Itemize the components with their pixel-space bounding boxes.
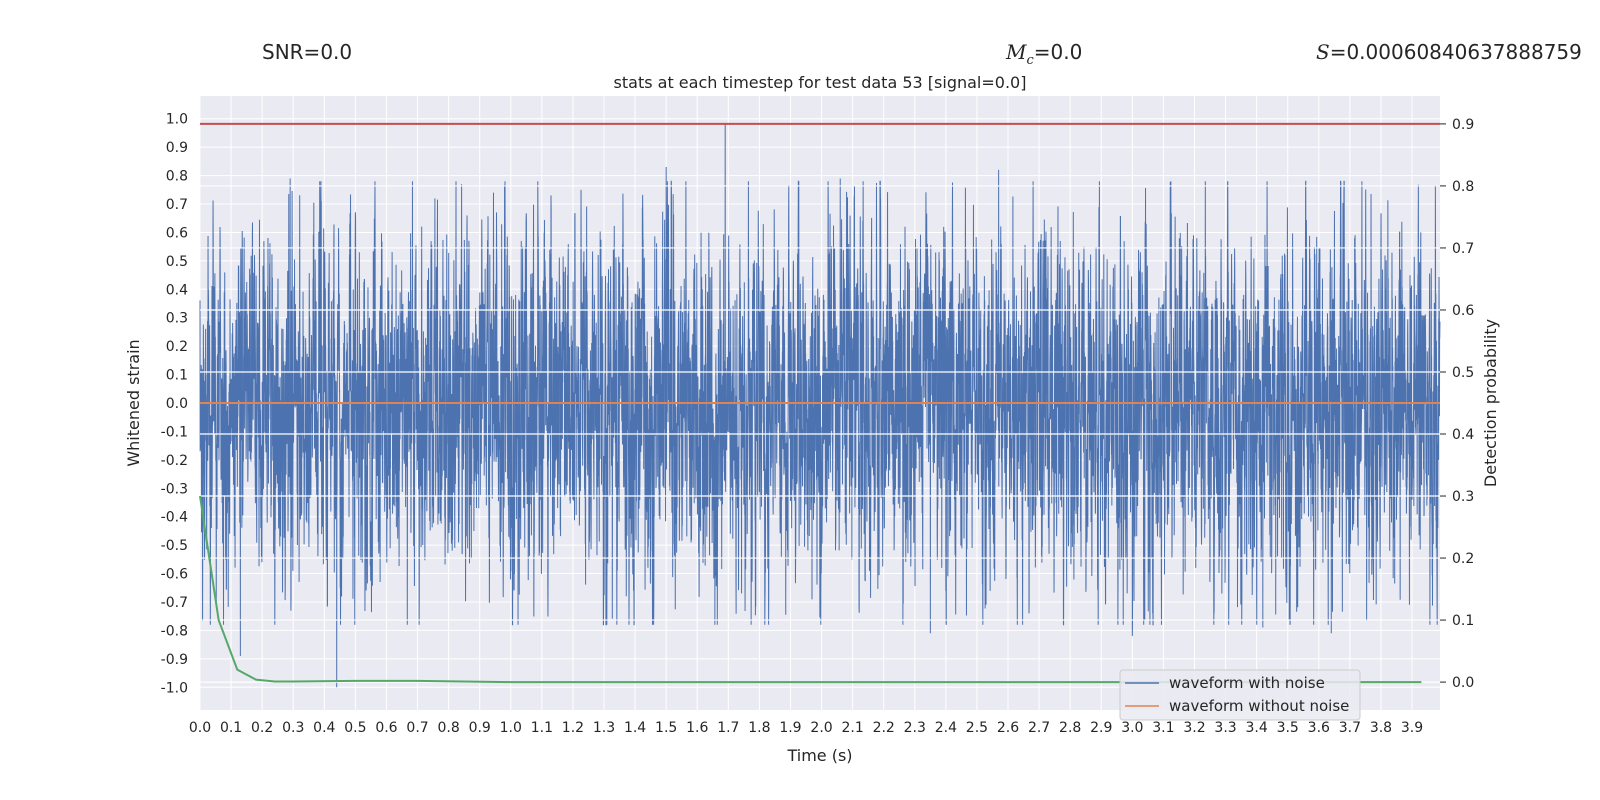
x-tick-label: 1.7 bbox=[717, 720, 739, 736]
y-tick-label: -0.4 bbox=[161, 510, 188, 526]
x-tick-label: 3.9 bbox=[1401, 720, 1423, 736]
y-tick-label: 0.5 bbox=[166, 254, 188, 270]
x-tick-label: 1.0 bbox=[500, 720, 522, 736]
y2-tick-label: 0.7 bbox=[1452, 241, 1474, 257]
x-tick-label: 2.1 bbox=[841, 720, 863, 736]
x-tick-label: 2.8 bbox=[1059, 720, 1081, 736]
x-tick-label: 1.5 bbox=[655, 720, 677, 736]
y-tick-label: 0.1 bbox=[166, 368, 188, 384]
s-statistic-symbol: S bbox=[1316, 40, 1330, 64]
x-tick-label: 3.0 bbox=[1121, 720, 1143, 736]
x-tick-label: 3.5 bbox=[1277, 720, 1299, 736]
y-tick-label: 0.2 bbox=[166, 339, 188, 355]
s-statistic-value: =0.00060840637888759 bbox=[1329, 40, 1582, 64]
x-tick-label: 2.6 bbox=[997, 720, 1019, 736]
chirp-mass-symbol: M bbox=[1006, 40, 1027, 64]
y-tick-label: -0.1 bbox=[161, 424, 188, 440]
x-tick-label: 3.1 bbox=[1152, 720, 1174, 736]
detection-probability-line bbox=[199, 495, 1422, 684]
x-tick-label: 3.2 bbox=[1183, 720, 1205, 736]
y-tick-label: 0.9 bbox=[166, 140, 188, 156]
x-tick-label: 2.9 bbox=[1090, 720, 1112, 736]
x-tick-label: 3.3 bbox=[1214, 720, 1236, 736]
x-tick-label: 2.4 bbox=[935, 720, 957, 736]
y-tick-label: -0.9 bbox=[161, 652, 188, 668]
noise-waveform-line bbox=[199, 124, 1441, 688]
y-tick-label: 0.3 bbox=[166, 311, 188, 327]
legend: waveform with noise waveform without noi… bbox=[1119, 669, 1361, 721]
y-tick-label: 0.6 bbox=[166, 225, 188, 241]
y-tick-label: 0.4 bbox=[166, 282, 188, 298]
x-tick-label: 0.9 bbox=[469, 720, 491, 736]
series-layer bbox=[199, 122, 1441, 688]
snr-label: SNR=0.0 bbox=[262, 40, 353, 64]
y2-tick-label: 0.8 bbox=[1452, 179, 1474, 195]
y2-tick-label: 0.2 bbox=[1452, 551, 1474, 567]
x-tick-label: 0.8 bbox=[437, 720, 459, 736]
x-tick-label: 2.0 bbox=[810, 720, 832, 736]
y-tick-label: -0.2 bbox=[161, 453, 188, 469]
x-tick-label: 2.5 bbox=[966, 720, 988, 736]
x-tick-label: 0.5 bbox=[344, 720, 366, 736]
x-tick-label: 1.8 bbox=[748, 720, 770, 736]
y2-axis-ticks: 0.9 0.8 0.7 0.6 0.5 0.4 0.3 0.2 0.1 0.0 bbox=[1440, 117, 1474, 691]
y-axis-ticks: 1.0 0.9 0.8 0.7 0.6 0.5 0.4 0.3 0.2 0.1 0.0 -0.1 -0.… bbox=[161, 112, 188, 697]
x-tick-label: 0.7 bbox=[406, 720, 428, 736]
y-tick-label: -0.5 bbox=[161, 538, 188, 554]
y-tick-label: -0.6 bbox=[161, 567, 188, 583]
chirp-mass-subscript: c bbox=[1026, 53, 1034, 68]
y2-tick-label: 0.3 bbox=[1452, 489, 1474, 505]
x-tick-label: 1.6 bbox=[686, 720, 708, 736]
y2-tick-label: 0.9 bbox=[1452, 117, 1474, 133]
snr-value: 0.0 bbox=[320, 40, 353, 64]
chirp-mass-label: Mc=0.0 bbox=[1006, 40, 1082, 68]
legend-label-clean: waveform without noise bbox=[1169, 697, 1349, 715]
x-tick-label: 1.2 bbox=[562, 720, 584, 736]
y2-axis-label: Detection probability bbox=[1481, 319, 1500, 487]
x-tick-label: 3.6 bbox=[1308, 720, 1330, 736]
y-tick-label: 0.8 bbox=[166, 169, 188, 185]
y-tick-label: -0.8 bbox=[161, 623, 188, 639]
y-tick-label: 0.0 bbox=[166, 396, 188, 412]
x-tick-label: 0.3 bbox=[282, 720, 304, 736]
chart-title: stats at each timestep for test data 53 … bbox=[614, 73, 1027, 92]
x-tick-label: 3.7 bbox=[1339, 720, 1361, 736]
x-tick-label: 0.4 bbox=[313, 720, 335, 736]
y-tick-label: 0.7 bbox=[166, 197, 188, 213]
x-tick-label: 1.3 bbox=[593, 720, 615, 736]
x-tick-label: 0.2 bbox=[251, 720, 273, 736]
x-tick-label: 2.7 bbox=[1028, 720, 1050, 736]
s-statistic-label: S=0.00060840637888759 bbox=[1316, 40, 1582, 64]
x-tick-label: 1.9 bbox=[779, 720, 801, 736]
x-tick-label: 0.6 bbox=[375, 720, 397, 736]
x-axis-ticks: 0.0 0.1 0.2 0.3 0.4 0.5 0.6 0.7 0.8 0.9 1.0 1.1 1.2 1… bbox=[189, 720, 1423, 736]
y-tick-label: 1.0 bbox=[166, 112, 188, 128]
y-tick-label: -0.7 bbox=[161, 595, 188, 611]
y-tick-label: -0.3 bbox=[161, 481, 188, 497]
x-axis-label: Time (s) bbox=[786, 746, 852, 765]
x-tick-label: 0.0 bbox=[189, 720, 211, 736]
legend-label-noise: waveform with noise bbox=[1169, 674, 1325, 692]
y2-tick-label: 0.4 bbox=[1452, 427, 1474, 443]
y2-tick-label: 0.6 bbox=[1452, 303, 1474, 319]
x-tick-label: 3.8 bbox=[1370, 720, 1392, 736]
y2-tick-label: 0.1 bbox=[1452, 613, 1474, 629]
y2-tick-label: 0.5 bbox=[1452, 365, 1474, 381]
y-axis-label: Whitened strain bbox=[124, 339, 143, 466]
x-tick-label: 1.4 bbox=[624, 720, 646, 736]
y-tick-label: -1.0 bbox=[161, 680, 188, 696]
legend-box bbox=[1119, 669, 1361, 721]
x-tick-label: 2.3 bbox=[904, 720, 926, 736]
x-tick-label: 2.2 bbox=[873, 720, 895, 736]
chirp-mass-value: =0.0 bbox=[1033, 40, 1083, 64]
x-tick-label: 1.1 bbox=[531, 720, 553, 736]
x-tick-label: 0.1 bbox=[220, 720, 242, 736]
x-tick-label: 3.4 bbox=[1246, 720, 1268, 736]
y2-tick-label: 0.0 bbox=[1452, 675, 1474, 691]
